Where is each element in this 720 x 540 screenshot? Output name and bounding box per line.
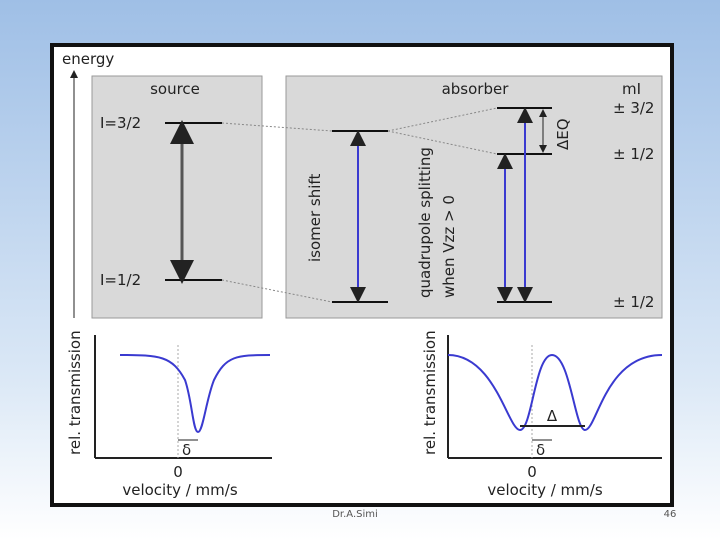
absorber-title: absorber [442,80,510,98]
energy-label: energy [62,50,114,68]
source-upper: I=3/2 [100,114,141,132]
source-title: source [150,80,200,98]
shift-label: δ [182,441,191,459]
zero-label: 0 [173,463,183,481]
level-label: ± 1/2 [613,145,654,163]
shift-label: δ [536,441,545,459]
zero-label: 0 [527,463,537,481]
footer-author: Dr.A.Simi [332,509,378,520]
diagram: energy source absorber mI I=3/2 I=1/2 ΔE… [62,50,663,319]
level-label: ± 3/2 [613,99,654,117]
x-label: velocity / mm/s [487,481,602,499]
splitting-label: Δ [547,407,558,425]
m-label: mI [622,80,641,98]
splitting-label: ΔEQ [554,118,572,150]
plot-left: rel. transmission δ 0 velocity / mm/s [66,330,272,499]
quadrupole-condition: when Vzz > 0 [440,195,458,298]
quadrupole-label: quadrupole splitting [416,147,434,298]
connectors [221,107,498,303]
plot-right: rel. transmission Δ δ 0 velocity / mm/s [421,330,663,499]
isomer-shift-label: isomer shift [306,174,324,262]
source-lower: I=1/2 [100,271,141,289]
transition-arrows [350,107,533,303]
y-label: rel. transmission [66,330,84,455]
x-label: velocity / mm/s [122,481,237,499]
absorber-box [285,75,663,319]
level-label: ± 1/2 [613,293,654,311]
y-label: rel. transmission [421,330,439,455]
page-number: 46 [664,509,677,520]
